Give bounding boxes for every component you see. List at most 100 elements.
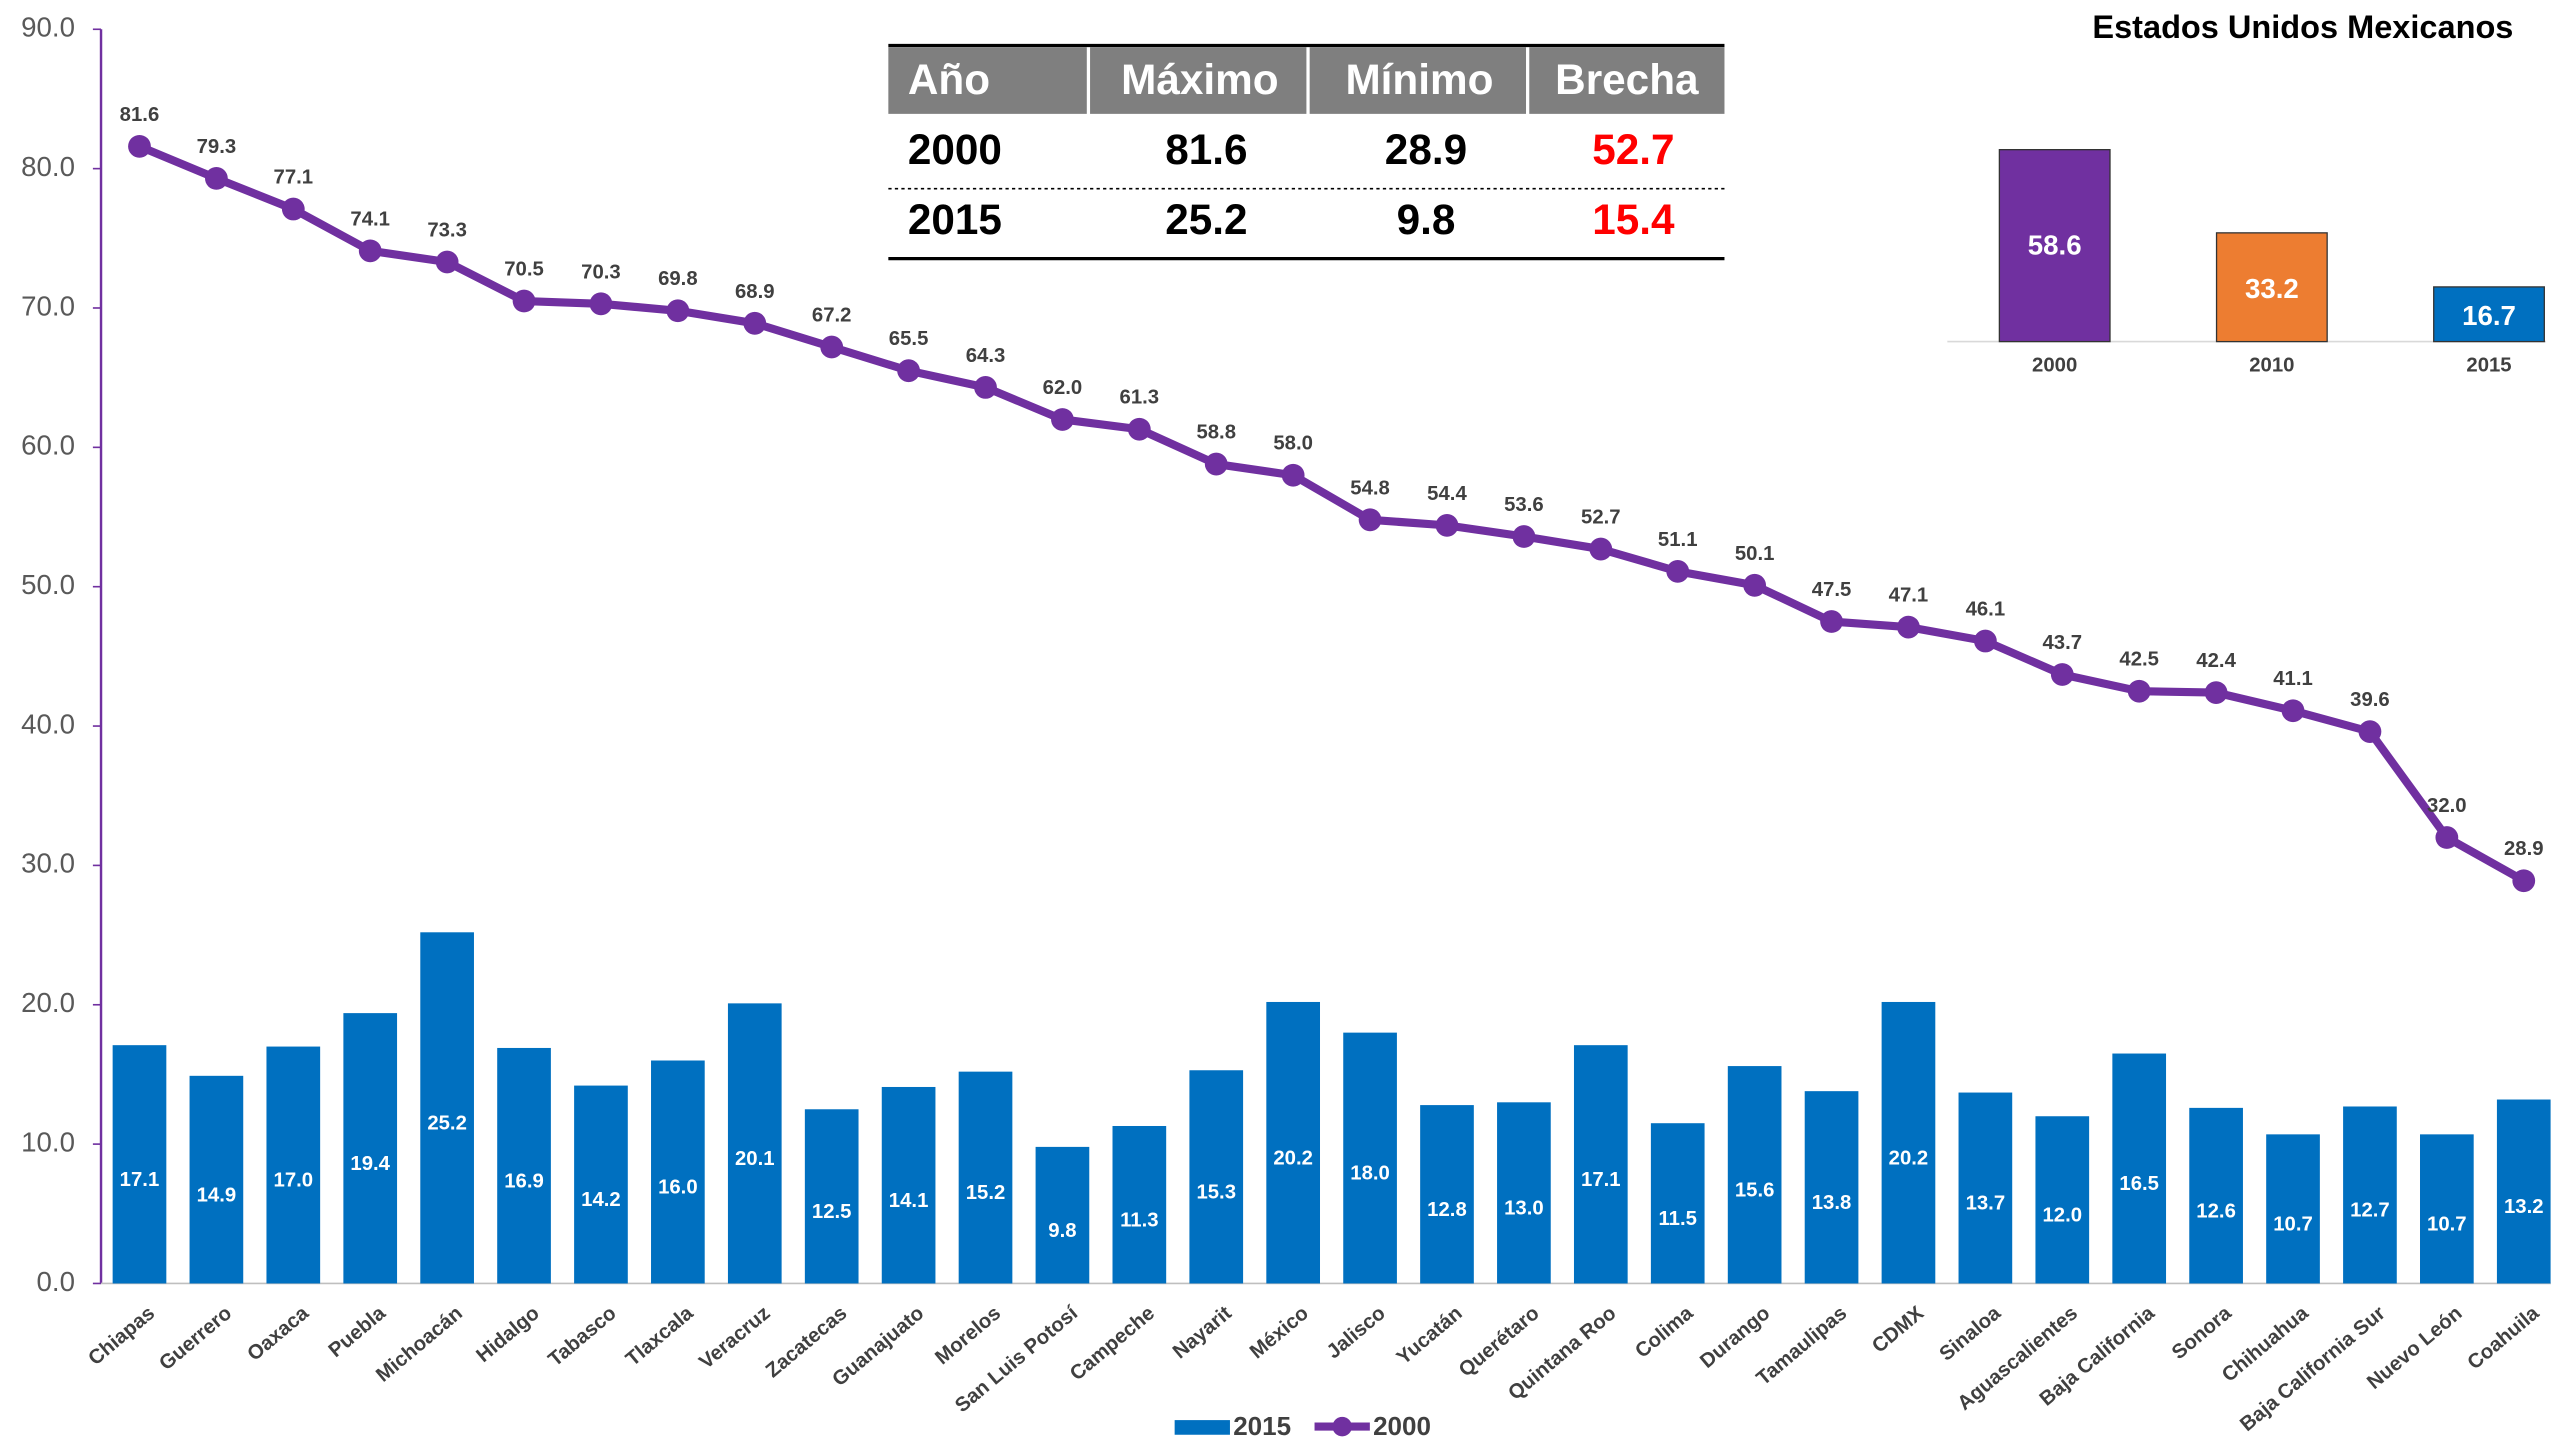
- point: [205, 167, 228, 190]
- point-label: 46.1: [1966, 599, 2006, 621]
- point: [1897, 615, 1920, 639]
- point: [2127, 679, 2151, 703]
- point-label: 67.2: [812, 304, 852, 326]
- x-tick-label: Campeche: [1066, 1302, 1159, 1385]
- x-tick-label: Sonora: [2168, 1302, 2236, 1364]
- bar: [1420, 1105, 1474, 1284]
- point: [820, 335, 844, 359]
- bar: [2112, 1053, 2167, 1284]
- point: [2358, 720, 2382, 744]
- bar-label: 17.1: [120, 1169, 160, 1191]
- bar-label: 14.9: [197, 1184, 237, 1206]
- point-label: 41.1: [2273, 668, 2313, 690]
- bar-label: 10.7: [2273, 1214, 2313, 1236]
- bar-label: 15.2: [966, 1182, 1006, 1204]
- legend-swatch: [1332, 1416, 1352, 1437]
- point-label: 70.3: [581, 261, 621, 283]
- bar-label: 13.8: [1812, 1192, 1852, 1214]
- bar-label: 25.2: [427, 1113, 467, 1135]
- bar: [420, 932, 474, 1284]
- bar: [112, 1045, 167, 1284]
- bar: [2266, 1134, 2320, 1284]
- bar-label: 12.8: [1427, 1199, 1467, 1221]
- point: [1435, 513, 1459, 537]
- bar: [1727, 1066, 1782, 1284]
- inset-category: 2015: [2466, 354, 2511, 376]
- point: [743, 311, 767, 335]
- legend-item: 2015: [1174, 1411, 1291, 1438]
- x-tick-label: Hidalgo: [472, 1302, 543, 1367]
- inset-bar-label: 33.2: [2245, 273, 2299, 304]
- x-tick-label: CDMX: [1868, 1302, 1928, 1358]
- point: [2512, 869, 2536, 893]
- bar: [1573, 1045, 1628, 1284]
- legend-swatch: [1174, 1420, 1230, 1435]
- bar: [497, 1047, 551, 1284]
- bar-label: 12.5: [812, 1201, 852, 1223]
- point-label: 77.1: [274, 167, 314, 189]
- table-cell: 25.2: [1165, 196, 1247, 243]
- y-tick-label: 90.0: [21, 12, 75, 43]
- x-tick-label: Sinaloa: [1936, 1302, 2006, 1366]
- point-label: 52.7: [1581, 507, 1621, 529]
- bar-label: 17.1: [1581, 1169, 1621, 1191]
- bar-label: 20.1: [735, 1148, 775, 1170]
- table-cell: 52.7: [1592, 126, 1674, 173]
- bar: [1035, 1146, 1090, 1284]
- bar: [574, 1085, 628, 1284]
- point-label: 69.8: [658, 268, 698, 290]
- bar: [1343, 1032, 1397, 1284]
- bar-label: 11.5: [1658, 1208, 1696, 1230]
- x-tick-label: Coahuila: [2464, 1302, 2544, 1374]
- point-label: 61.3: [1120, 387, 1160, 409]
- bar: [2420, 1134, 2474, 1284]
- bar: [2496, 1099, 2551, 1284]
- point: [128, 134, 151, 158]
- bar: [1112, 1125, 1167, 1284]
- bar: [958, 1071, 1013, 1284]
- table-header-cell: [1309, 47, 1527, 114]
- point-label: 28.9: [2504, 838, 2544, 860]
- point: [1358, 508, 1382, 532]
- bar-label: 11.3: [1120, 1209, 1158, 1231]
- inset-bar-label: 58.6: [2028, 230, 2082, 261]
- x-tick-label: Tlaxcala: [622, 1302, 698, 1371]
- point-label: 42.4: [2196, 650, 2236, 672]
- inset-title: Estados Unidos Mexicanos: [2092, 9, 2513, 45]
- inset-bar: [2215, 232, 2328, 343]
- bar: [189, 1075, 244, 1284]
- legend-label: 2000: [1373, 1411, 1431, 1438]
- bar: [2035, 1116, 2090, 1284]
- bar-label: 17.0: [274, 1170, 314, 1192]
- bar-label: 14.1: [889, 1190, 929, 1212]
- point: [897, 359, 920, 383]
- bar-label: 20.2: [1273, 1147, 1313, 1169]
- x-tick-label: Colima: [1631, 1302, 1698, 1363]
- y-tick-label: 70.0: [21, 290, 75, 321]
- point: [589, 292, 613, 316]
- point: [1820, 610, 1843, 633]
- y-tick-label: 0.0: [37, 1266, 75, 1297]
- point-label: 54.8: [1350, 477, 1390, 499]
- point-label: 53.6: [1504, 494, 1544, 516]
- x-tick-label: Chiapas: [84, 1302, 159, 1370]
- table-header-cell: [1090, 47, 1307, 114]
- bar: [1881, 1001, 1936, 1284]
- inset-category: 2000: [2032, 354, 2077, 376]
- bar-label: 19.4: [350, 1153, 390, 1175]
- y-tick-label: 80.0: [21, 151, 75, 182]
- table-cell: 28.9: [1385, 126, 1467, 173]
- bar-label: 20.2: [1889, 1147, 1929, 1169]
- table-header: Año: [908, 56, 990, 103]
- point-label: 32.0: [2427, 795, 2467, 817]
- y-tick-label: 50.0: [21, 569, 75, 600]
- point-label: 58.0: [1273, 433, 1313, 455]
- bar: [2189, 1107, 2243, 1284]
- point-label: 42.5: [2119, 649, 2159, 671]
- point-label: 70.5: [504, 258, 544, 280]
- bar: [727, 1003, 782, 1284]
- x-tick-label: Jalisco: [1323, 1302, 1390, 1363]
- x-tick-label: Yucatán: [1393, 1302, 1467, 1369]
